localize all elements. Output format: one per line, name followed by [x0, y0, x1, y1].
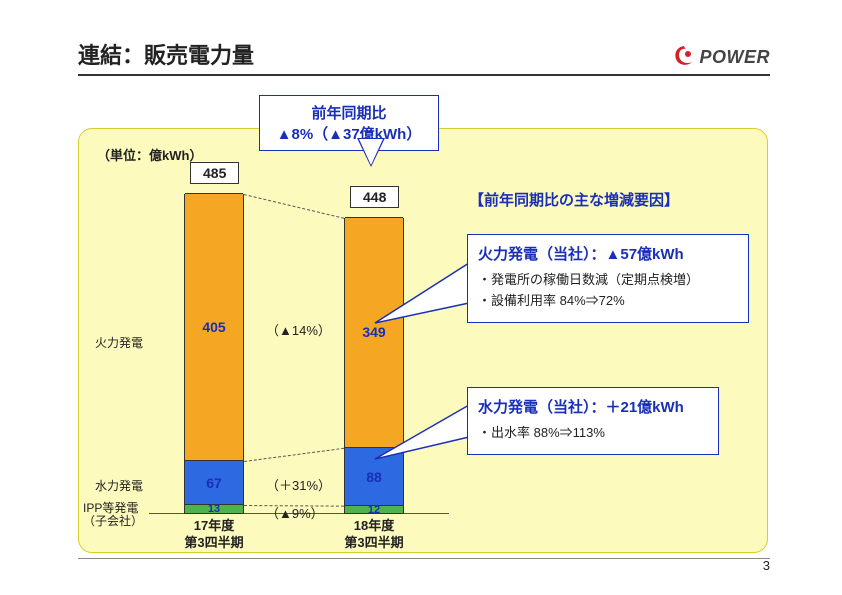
bar-seg-ipp: 13	[185, 504, 243, 513]
total-label-18fy: 448	[350, 186, 399, 208]
logo: POWER	[671, 44, 770, 70]
page-number: 3	[763, 558, 770, 573]
callout-tail	[359, 139, 383, 165]
x-label-17fy: 17年度 第3四半期	[164, 514, 264, 552]
bar-seg-hydro: 67	[185, 460, 243, 504]
top-callout-line2: ▲8%（▲37億kWh）	[268, 123, 430, 144]
pct-label-hydro: （＋31%）	[266, 475, 331, 494]
page-title: 連結：販売電力量	[78, 38, 254, 70]
total-label-17fy: 485	[190, 162, 239, 184]
top-callout-line1: 前年同期比	[268, 102, 430, 123]
connector-thermal	[244, 448, 344, 462]
connector-top	[244, 194, 344, 219]
unit-label: （単位：億kWh）	[97, 145, 202, 164]
logo-text: POWER	[699, 47, 770, 68]
factors-title: 【前年同期比の主な増減要因】	[469, 189, 679, 210]
logo-swirl-icon	[671, 44, 697, 70]
row-label-ipp: IPP等発電 （子会社）	[83, 502, 149, 528]
callout2-tail-icon	[371, 397, 471, 467]
callout-hydro-line1: ・出水率 88%⇒113%	[478, 423, 708, 444]
callout-thermal-title: 火力発電（当社）：▲57億kWh	[478, 243, 738, 264]
callout-thermal-line1: ・発電所の稼働日数減（定期点検増）	[478, 270, 738, 291]
callout-hydro: 水力発電（当社）：＋21億kWh ・出水率 88%⇒113%	[467, 387, 719, 455]
header: 連結：販売電力量 POWER	[78, 38, 770, 76]
main-panel: （単位：億kWh） 前年同期比 ▲8%（▲37億kWh） 火力発電 水力発電 I…	[78, 128, 768, 553]
bar-17fy: 1367405	[184, 194, 244, 514]
pct-label-thermal: （▲14%）	[266, 320, 331, 339]
callout-thermal-line2: ・設備利用率 84%⇒72%	[478, 291, 738, 312]
bar-seg-thermal: 405	[185, 193, 243, 460]
row-label-thermal: 火力発電	[95, 334, 149, 351]
callout-hydro-title: 水力発電（当社）：＋21億kWh	[478, 396, 708, 417]
callout1-tail-icon	[371, 253, 471, 333]
callout-thermal: 火力発電（当社）：▲57億kWh ・発電所の稼働日数減（定期点検増） ・設備利用…	[467, 234, 749, 323]
row-label-hydro: 水力発電	[95, 477, 149, 494]
bar-seg-ipp: 12	[345, 505, 403, 513]
top-callout: 前年同期比 ▲8%（▲37億kWh）	[259, 95, 439, 151]
x-label-18fy: 18年度 第3四半期	[324, 514, 424, 552]
footer-line	[78, 558, 770, 559]
